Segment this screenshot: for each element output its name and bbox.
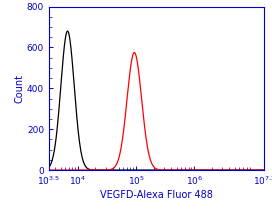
- X-axis label: VEGFD-Alexa Fluor 488: VEGFD-Alexa Fluor 488: [100, 190, 213, 200]
- Y-axis label: Count: Count: [14, 74, 24, 103]
